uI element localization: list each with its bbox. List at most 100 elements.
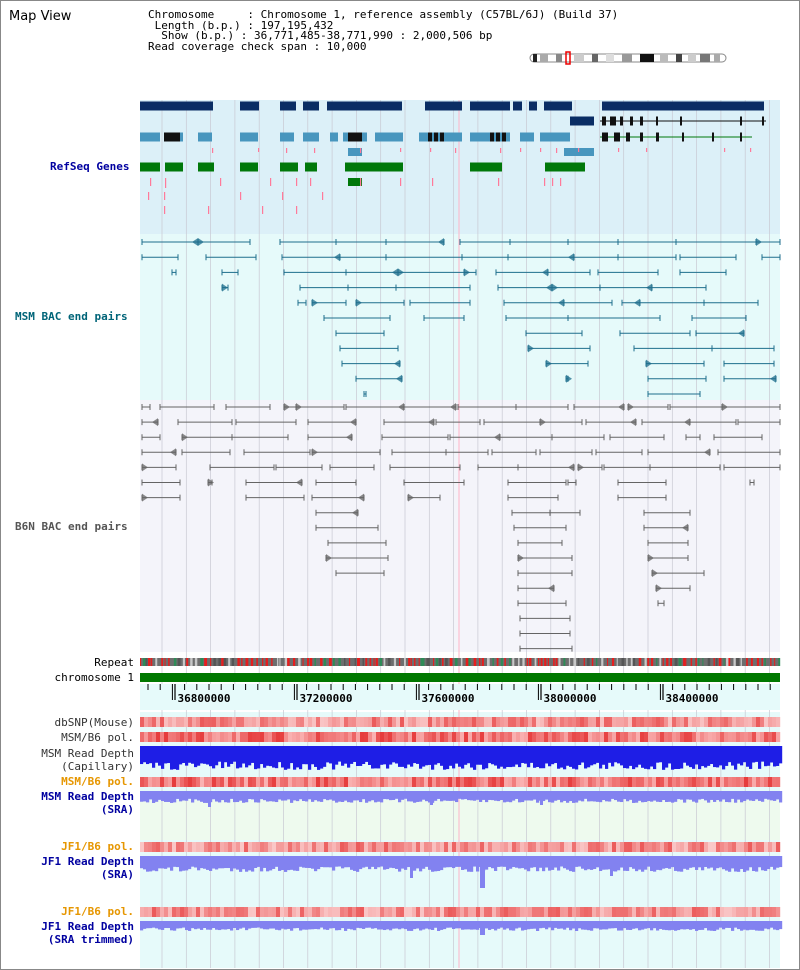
ideogram-band: [622, 54, 632, 62]
refseq-label[interactable]: RefSeq Genes: [50, 160, 130, 173]
msm-pol-label-1[interactable]: MSM/B6 pol.: [61, 731, 134, 744]
gene-block: [545, 162, 585, 172]
gene-block: [470, 101, 510, 111]
jf1-depth-label[interactable]: JF1 Read Depth: [41, 855, 134, 868]
repeat-element: [228, 658, 231, 666]
msm-bac-label[interactable]: MSM BAC end pairs: [15, 310, 128, 323]
gene-block: [470, 162, 502, 172]
heatmap-tracks[interactable]: [140, 717, 783, 935]
repeat-element: [256, 658, 258, 666]
b6n-bac-track[interactable]: [141, 403, 781, 652]
b6n-bac-pair: [327, 539, 387, 546]
position-axis: 36800000 37200000 37600000 38000000 38400000: [140, 684, 780, 710]
dbsnp-label[interactable]: dbSNP(Mouse): [54, 716, 134, 729]
gene-block: [428, 132, 432, 142]
repeat-element: [736, 658, 740, 666]
b6n-bac-pair: [141, 404, 151, 410]
variant-tick: [400, 148, 402, 152]
b6n-bac-pair: [657, 600, 665, 607]
repeat-label: Repeat: [94, 656, 134, 669]
repeat-element: [750, 658, 753, 666]
repeat-element: [328, 658, 332, 666]
msm-bac-pair: [335, 330, 385, 337]
b6n-bac-pair: [517, 570, 573, 577]
msm-depth-capillary-label[interactable]: MSM Read Depth: [41, 747, 134, 760]
repeat-element: [403, 658, 406, 666]
repeat-element: [644, 658, 647, 666]
b6n-bac-pair: [235, 419, 297, 426]
repeat-element: [365, 658, 368, 666]
gene-block: [375, 132, 403, 142]
repeat-element: [638, 658, 642, 666]
gene-block: [570, 116, 594, 126]
b6n-bac-pair: [647, 448, 711, 457]
repeat-element: [148, 658, 151, 666]
repeat-element: [150, 658, 153, 666]
repeat-element: [632, 658, 636, 666]
chromosome-bar[interactable]: [140, 673, 780, 682]
jf1-pol-label-2[interactable]: JF1/B6 pol.: [61, 905, 134, 918]
b6n-bac-pair: [647, 554, 689, 562]
gene-block: [680, 116, 682, 126]
repeat-element: [271, 658, 273, 666]
chromosome-ideogram[interactable]: [529, 51, 727, 65]
repeat-element: [770, 658, 772, 666]
b6n-bac-pair: [721, 403, 781, 411]
ideogram-band: [533, 54, 537, 62]
repeat-element: [237, 658, 240, 666]
repeat-element: [388, 658, 391, 666]
repeat-element: [733, 658, 736, 666]
msm-bac-pair: [723, 360, 775, 367]
repeat-element: [547, 658, 549, 666]
repeat-element: [774, 658, 776, 666]
b6n-bac-pair: [717, 449, 781, 456]
gene-block: [602, 116, 606, 126]
variant-tick: [544, 178, 546, 186]
repeat-element: [563, 658, 566, 666]
repeat-element: [393, 658, 397, 666]
variant-tick: [724, 148, 726, 152]
msm-pol-heatmap-1: [140, 732, 781, 742]
jf1-trimmed-label[interactable]: JF1 Read Depth: [41, 920, 134, 933]
repeat-element: [306, 658, 310, 666]
b6n-bac-pair: [649, 464, 721, 471]
gene-block: [140, 101, 213, 111]
b6n-bac-pair: [209, 464, 275, 471]
repeat-element: [504, 658, 506, 666]
repeat-base: [140, 658, 780, 666]
repeat-element: [611, 658, 615, 666]
repeat-element: [538, 658, 540, 666]
repeat-element: [540, 658, 543, 666]
jf1-pol-label-1[interactable]: JF1/B6 pol.: [61, 840, 134, 853]
b6n-bac-label[interactable]: B6N BAC end pairs: [15, 520, 128, 533]
repeat-element: [534, 658, 537, 666]
b6n-bac-pair: [159, 404, 215, 410]
repeat-element: [544, 658, 547, 666]
repeat-element: [746, 658, 748, 666]
b6n-bac-pair: [403, 479, 465, 486]
refseq-genes-track[interactable]: [140, 101, 766, 215]
repeat-element: [666, 658, 669, 666]
gene-block: [280, 162, 298, 172]
msm-pol-label-2[interactable]: MSM/B6 pol.: [61, 775, 134, 788]
repeat-element: [526, 658, 529, 666]
repeat-element: [685, 658, 687, 666]
b6n-background: [140, 400, 780, 652]
axis-tick-label: 37600000: [422, 692, 475, 705]
ideogram-band: [714, 54, 720, 62]
repeat-track[interactable]: [140, 658, 781, 666]
variant-tick: [282, 192, 284, 200]
b6n-bac-pair: [325, 554, 389, 562]
b6n-bac-pair: [539, 418, 583, 427]
gene-block: [240, 101, 259, 111]
msm-depth-sra-label[interactable]: MSM Read Depth: [41, 790, 134, 803]
repeat-element: [626, 658, 628, 666]
refseq-background: [140, 100, 780, 234]
b6n-bac-pair: [651, 569, 705, 578]
repeat-element: [261, 658, 264, 666]
repeat-element: [200, 658, 204, 666]
repeat-element: [362, 658, 365, 666]
msm-bac-pair: [409, 299, 471, 306]
msm-bac-track[interactable]: [141, 238, 781, 397]
